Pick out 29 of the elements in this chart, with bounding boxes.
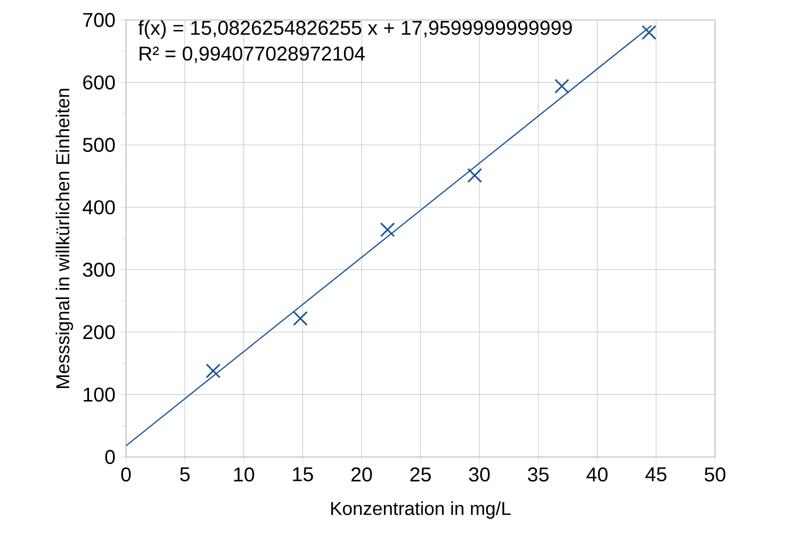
x-axis-title: Konzentration in mg/L (331, 501, 511, 519)
point (206, 363, 221, 378)
x-tick-label: 40 (586, 467, 608, 482)
point (467, 168, 482, 183)
x-tick-label: 35 (528, 467, 549, 482)
y-tick-label: 100 (84, 387, 115, 402)
point (292, 311, 308, 326)
point (380, 222, 395, 238)
x-tick-label: 15 (293, 467, 313, 482)
y-tick-label: 700 (83, 12, 115, 28)
annotation: f(x) = 15,0826254826255 x + 17,9599999999999 (138, 20, 572, 39)
y-tick-label: 400 (82, 200, 115, 214)
y-axis-title: Messsignal in willkürlichen Einheiten (56, 88, 74, 388)
x-tick-label: 50 (704, 467, 726, 482)
x-tick-label: 25 (410, 467, 431, 482)
y-tick-label: 600 (83, 75, 115, 90)
y-tick-label: 200 (83, 325, 115, 340)
point (642, 25, 656, 40)
x-tick-label: 20 (351, 467, 372, 482)
x-tick-label: 0 (121, 467, 131, 482)
x-tick-label: 30 (469, 467, 490, 482)
annotation: R² = 0,994077028972104 (140, 46, 365, 64)
y-tick-label: 0 (105, 450, 115, 464)
x-tick-label: 45 (645, 467, 666, 482)
x-tick-label: 5 (180, 467, 190, 482)
x-tick-label: 10 (234, 467, 254, 482)
point (554, 78, 570, 94)
y-tick-label: 300 (82, 262, 115, 277)
y-tick-label: 500 (83, 138, 115, 152)
